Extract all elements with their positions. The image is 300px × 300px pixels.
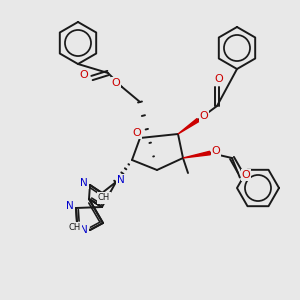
Text: O: O: [212, 146, 220, 156]
Text: N: N: [117, 175, 125, 185]
Polygon shape: [178, 118, 199, 134]
Text: CH: CH: [69, 224, 81, 232]
Text: O: O: [80, 70, 88, 80]
Text: N: N: [66, 201, 74, 211]
Text: N: N: [80, 225, 88, 235]
Text: O: O: [133, 128, 141, 138]
Text: O: O: [112, 78, 120, 88]
Text: O: O: [242, 170, 250, 180]
Text: O: O: [214, 74, 224, 84]
Polygon shape: [183, 151, 210, 158]
Text: O: O: [200, 111, 208, 121]
Text: N: N: [80, 178, 88, 188]
Text: CH: CH: [98, 194, 110, 202]
